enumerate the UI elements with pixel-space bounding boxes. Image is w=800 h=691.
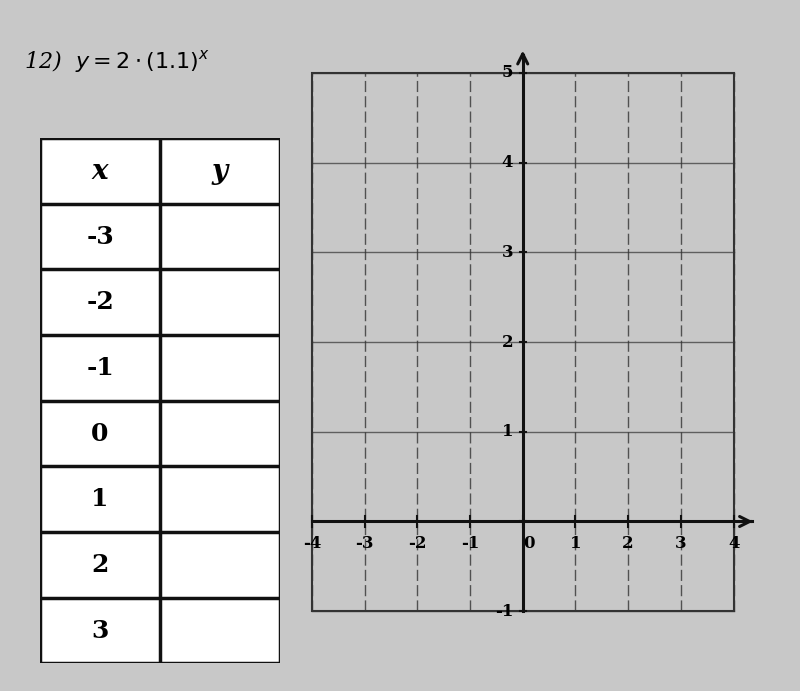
Text: y: y [212, 158, 228, 184]
Text: -2: -2 [408, 535, 426, 552]
Text: 12)  $y = 2 \cdot (1.1)^x$: 12) $y = 2 \cdot (1.1)^x$ [24, 48, 210, 75]
Text: 3: 3 [91, 618, 109, 643]
Text: 0: 0 [523, 535, 535, 552]
Text: 3: 3 [675, 535, 686, 552]
Text: 1: 1 [91, 487, 109, 511]
Text: 5: 5 [502, 64, 514, 82]
Text: -3: -3 [86, 225, 114, 249]
Text: -1: -1 [461, 535, 479, 552]
Text: -3: -3 [355, 535, 374, 552]
Text: 2: 2 [622, 535, 634, 552]
Bar [312, 73, 734, 612]
Text: 2: 2 [91, 553, 109, 577]
Text: 3: 3 [502, 244, 514, 261]
Text: 4: 4 [502, 154, 514, 171]
Text: -1: -1 [495, 603, 514, 620]
Text: 4: 4 [728, 535, 739, 552]
Text: -4: -4 [302, 535, 321, 552]
Text: 2: 2 [502, 334, 514, 350]
Text: 1: 1 [570, 535, 582, 552]
Text: 1: 1 [502, 424, 514, 440]
Text: -2: -2 [86, 290, 114, 314]
Text: x: x [92, 158, 108, 184]
Text: 0: 0 [91, 422, 109, 446]
Text: -1: -1 [86, 356, 114, 380]
